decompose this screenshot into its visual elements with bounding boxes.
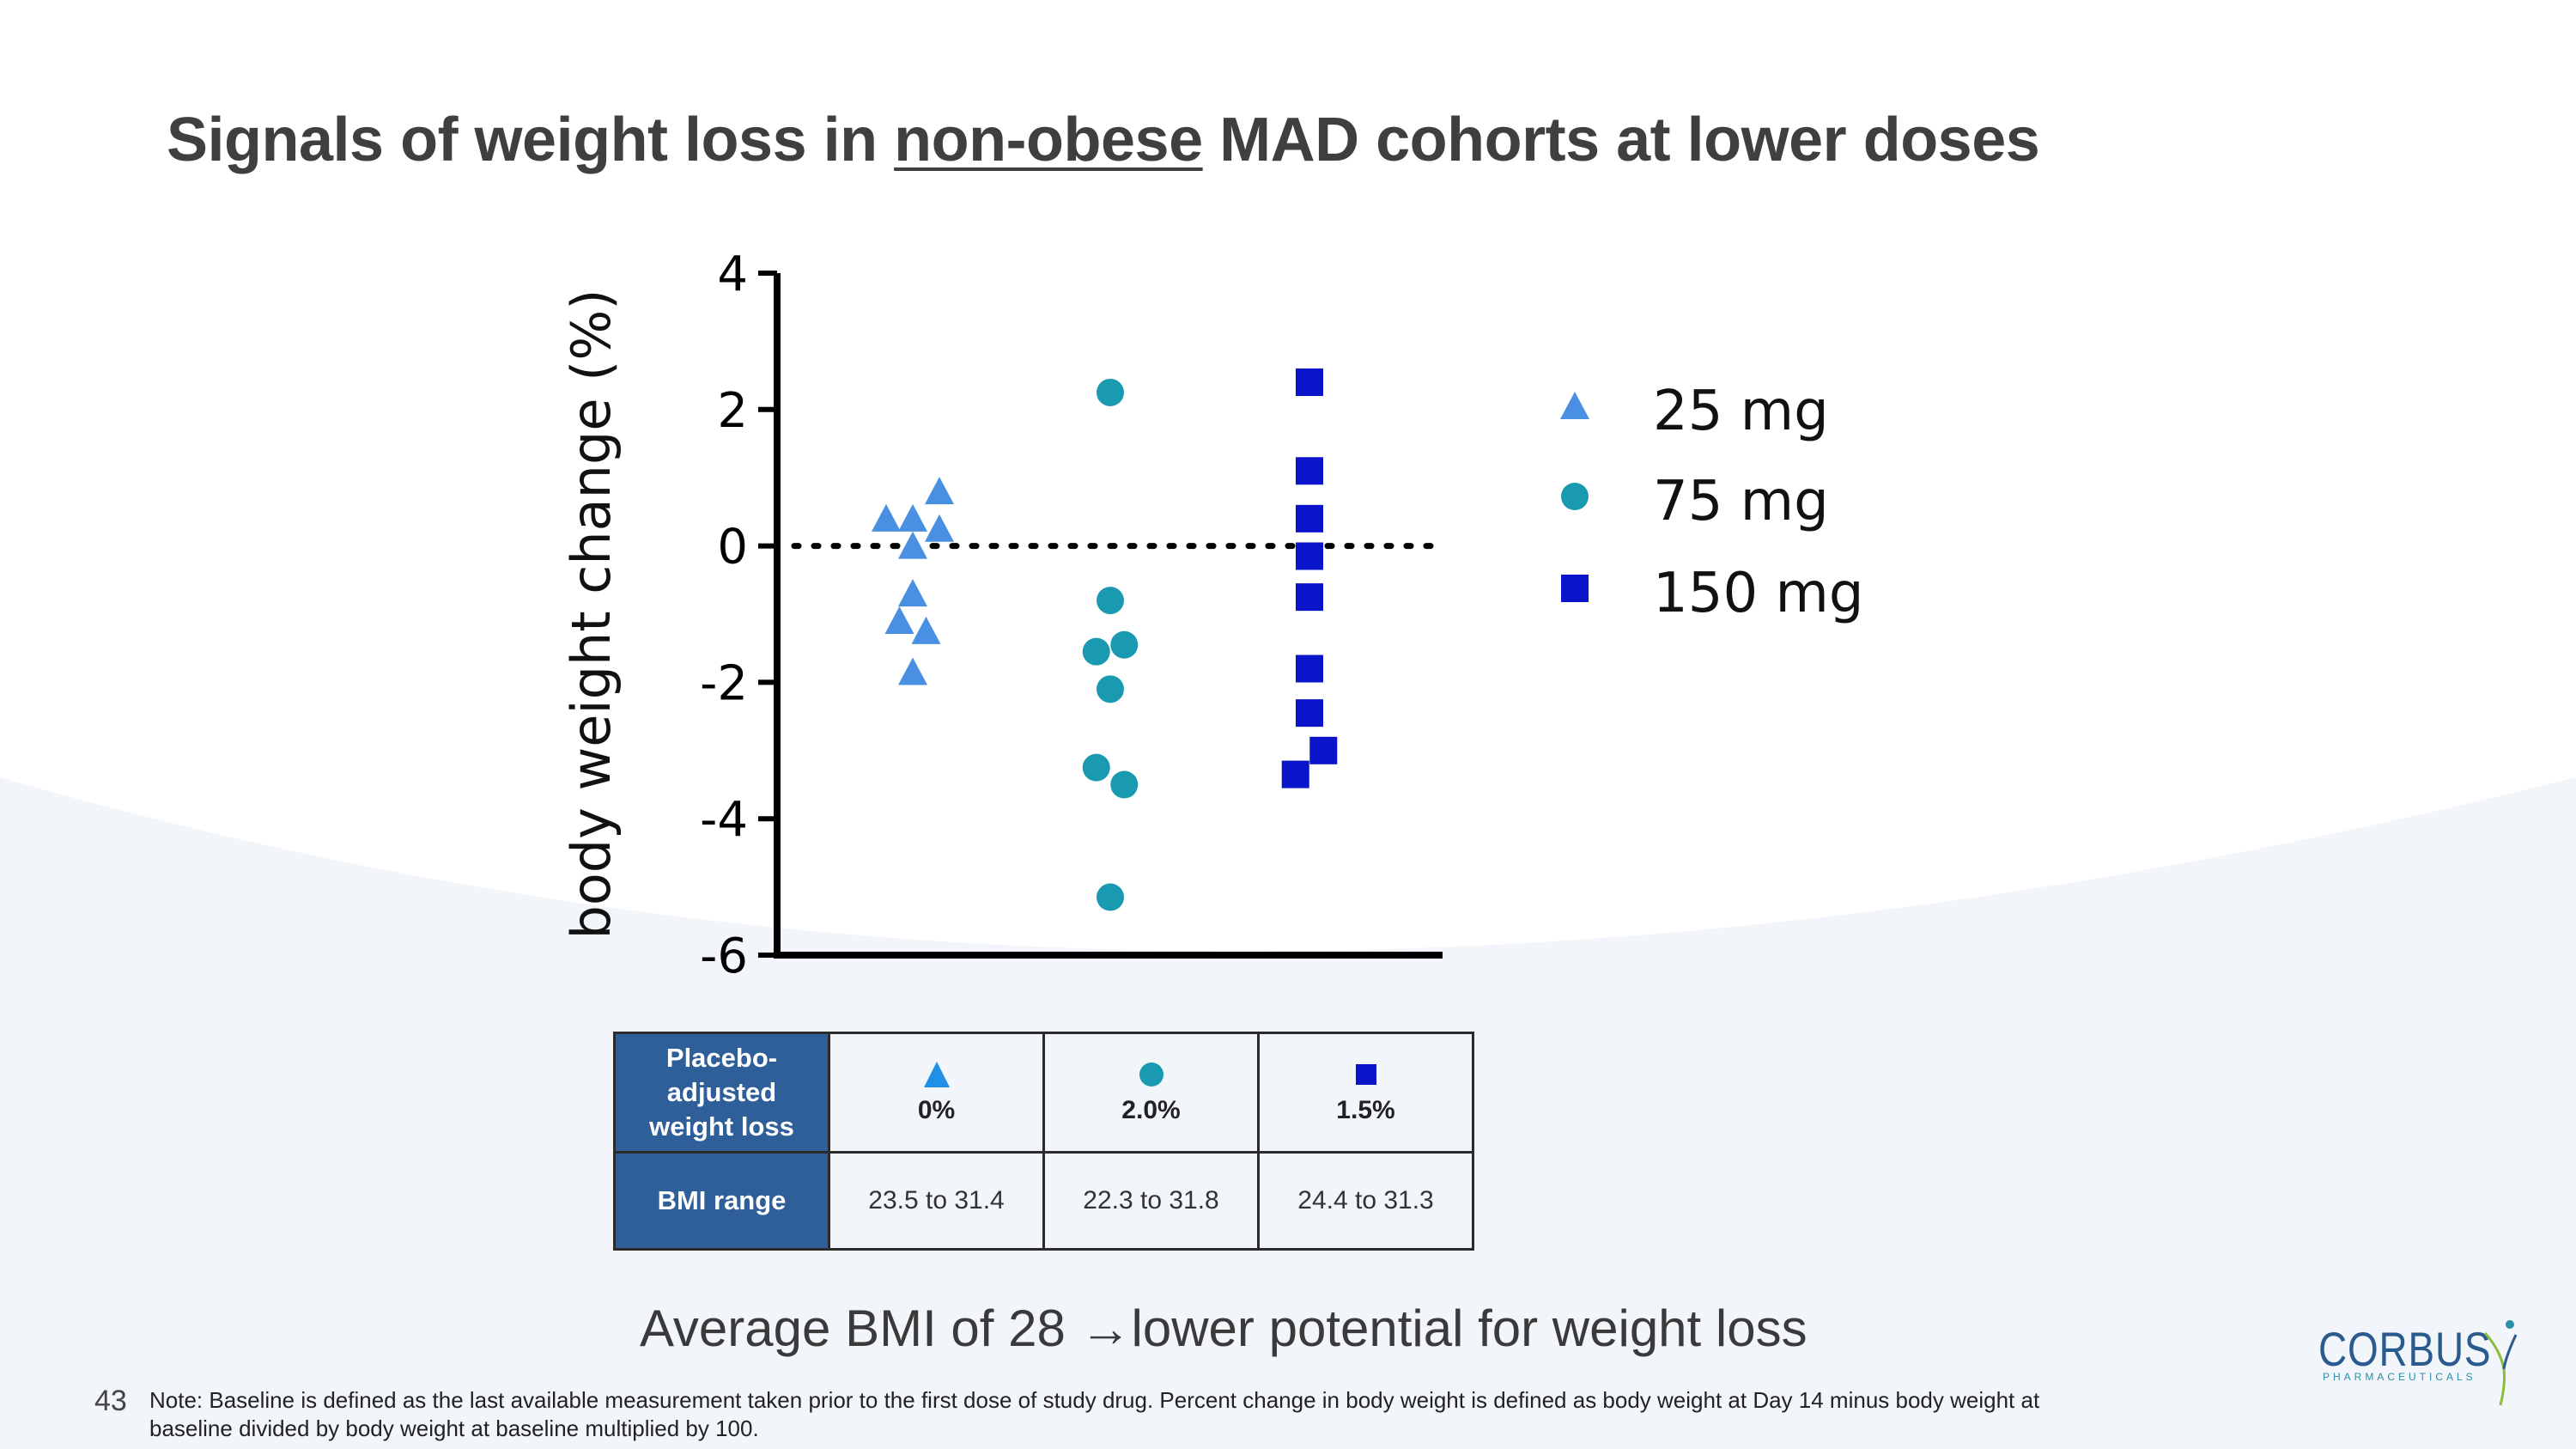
- footnote: Note: Baseline is defined as the last av…: [149, 1387, 2040, 1441]
- data-point-circle: [1097, 587, 1124, 615]
- data-point-square: [1296, 583, 1323, 612]
- arrow-right-icon: →: [1079, 1300, 1132, 1357]
- y-tick-label: 0: [717, 520, 748, 575]
- square-marker-icon: [1355, 1064, 1376, 1085]
- data-point-circle: [1110, 770, 1139, 799]
- table-row-weight-loss: Placebo- adjusted weight loss 0% 2.0% 1.…: [613, 1032, 1474, 1154]
- cell-weight-loss-150mg: 1.5%: [1257, 1032, 1474, 1154]
- bmi-summary-text: Average BMI of 28 →lower potential for w…: [640, 1299, 1807, 1358]
- bmi-range-75mg: 22.3 to 31.8: [1042, 1151, 1260, 1251]
- cell-weight-loss-75mg: 2.0%: [1042, 1032, 1260, 1154]
- y-tick-label: -6: [700, 928, 748, 984]
- y-tick-label: -4: [700, 792, 748, 848]
- summary-table: Placebo- adjusted weight loss 0% 2.0% 1.…: [613, 1032, 1474, 1251]
- bmi-range-150mg: 24.4 to 31.3: [1257, 1151, 1474, 1251]
- data-point-square: [1296, 654, 1323, 683]
- data-point-triangle: [872, 503, 901, 532]
- data-point-triangle: [898, 579, 927, 607]
- data-point-square: [1296, 457, 1323, 485]
- data-point-circle: [1082, 637, 1110, 666]
- logo-subtitle: PHARMACEUTICALS: [2323, 1371, 2476, 1383]
- weight-loss-25mg: 0%: [917, 1096, 956, 1124]
- data-point-square: [1296, 504, 1323, 533]
- title-part2: MAD cohorts at lower doses: [1202, 106, 2040, 174]
- data-point-circle: [1097, 378, 1124, 406]
- data-point-square: [1309, 736, 1338, 764]
- chart-axes: [774, 273, 1443, 959]
- data-point-triangle: [898, 531, 927, 559]
- y-ticks: 4 2 0 -2 -4 -6: [700, 247, 777, 984]
- legend-label: 150 mg: [1653, 562, 1863, 625]
- triangle-marker-icon: [923, 1062, 950, 1087]
- data-point-triangle: [925, 514, 954, 542]
- company-logo: CORBUS PHARMACEUTICALS: [2318, 1316, 2518, 1410]
- data-point-square: [1281, 760, 1309, 788]
- logo-name: CORBUS: [2318, 1322, 2492, 1376]
- data-point-square: [1296, 368, 1323, 397]
- data-point-triangle: [911, 616, 941, 644]
- circle-marker-icon: [1139, 1062, 1163, 1087]
- data-point-circle: [1097, 675, 1124, 703]
- legend-label: 25 mg: [1653, 380, 1829, 443]
- bmi-summary-part2: lower potential for weight loss: [1131, 1300, 1807, 1357]
- table-row-bmi-range: BMI range 23.5 to 31.4 22.3 to 31.8 24.4…: [613, 1151, 1474, 1251]
- data-point-triangle: [884, 606, 914, 634]
- data-point-triangle: [925, 477, 954, 505]
- data-point-triangle: [898, 657, 927, 685]
- bmi-summary-part1: Average BMI of 28: [640, 1300, 1080, 1357]
- data-point-circle: [1110, 630, 1139, 659]
- data-points: [872, 368, 1338, 911]
- data-point-triangle: [898, 503, 927, 532]
- y-tick-label: 4: [717, 247, 748, 302]
- y-tick-label: -2: [700, 655, 748, 711]
- data-point-square: [1296, 699, 1323, 728]
- bmi-range-25mg: 23.5 to 31.4: [828, 1151, 1045, 1251]
- legend-marker-square: [1561, 575, 1589, 602]
- header-line-2: adjusted: [666, 1077, 777, 1107]
- legend-marker-circle: [1561, 483, 1589, 510]
- y-axis-label: body weight change (%): [560, 289, 623, 940]
- header-line-3: weight loss: [649, 1111, 794, 1142]
- row-header-weight-loss: Placebo- adjusted weight loss: [613, 1032, 830, 1154]
- legend-marker-triangle: [1560, 392, 1589, 419]
- data-point-circle: [1082, 753, 1110, 782]
- title-part1: Signals of weight loss in: [167, 106, 895, 174]
- legend: 25 mg 75 mg 150 mg: [1560, 380, 1863, 625]
- weight-loss-150mg: 1.5%: [1336, 1096, 1395, 1124]
- logo-figure-icon: [2483, 1320, 2518, 1406]
- header-line-1: Placebo-: [665, 1043, 778, 1073]
- data-point-square: [1296, 542, 1323, 570]
- legend-label: 75 mg: [1653, 470, 1829, 533]
- title-underlined: non-obese: [894, 106, 1203, 174]
- data-point-circle: [1097, 883, 1124, 911]
- weight-loss-75mg: 2.0%: [1121, 1096, 1181, 1124]
- y-tick-label: 2: [717, 383, 748, 439]
- cell-weight-loss-25mg: 0%: [828, 1032, 1045, 1154]
- page-number: 43: [94, 1385, 127, 1417]
- slide-title: Signals of weight loss in non-obese MAD …: [167, 105, 2040, 175]
- row-header-bmi-range: BMI range: [613, 1151, 830, 1251]
